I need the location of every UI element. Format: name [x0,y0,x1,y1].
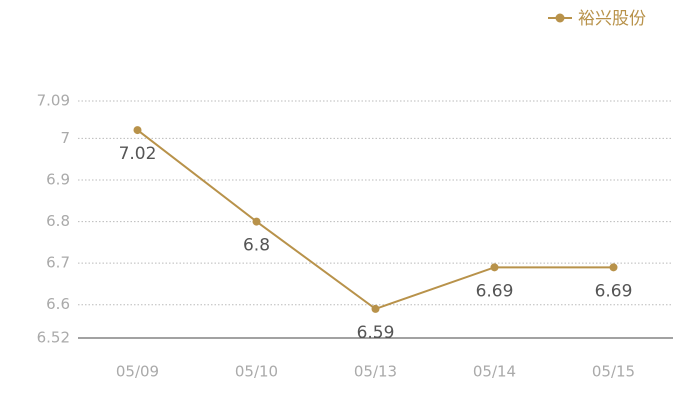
x-tick-label: 05/14 [473,363,516,381]
data-label: 6.69 [595,281,633,301]
data-label: 6.69 [476,281,514,301]
y-tick-label: 7.09 [37,92,70,110]
point [371,304,380,313]
y-tick-label: 6.8 [46,212,70,230]
point [609,263,618,272]
line [136,129,614,311]
data-label: 6.59 [357,323,395,343]
y-tick-label: 6.6 [46,295,70,313]
point [490,263,499,272]
data-label: 6.8 [243,236,270,256]
x-tick-label: 05/13 [354,363,397,381]
y-tick-label: 6.7 [46,254,70,272]
x-tick-label: 05/10 [235,363,278,381]
y-tick-label: 6.52 [37,329,70,347]
x-tick-label: 05/09 [116,363,159,381]
y-tick-label: 6.9 [46,171,70,189]
point [133,126,142,135]
x-tick-label: 05/15 [592,363,635,381]
point [252,217,261,226]
legend-marker [555,13,565,23]
y-tick-label: 7 [60,129,70,147]
legend-label: 裕兴股份 [578,9,646,29]
data-label: 7.02 [119,144,157,164]
